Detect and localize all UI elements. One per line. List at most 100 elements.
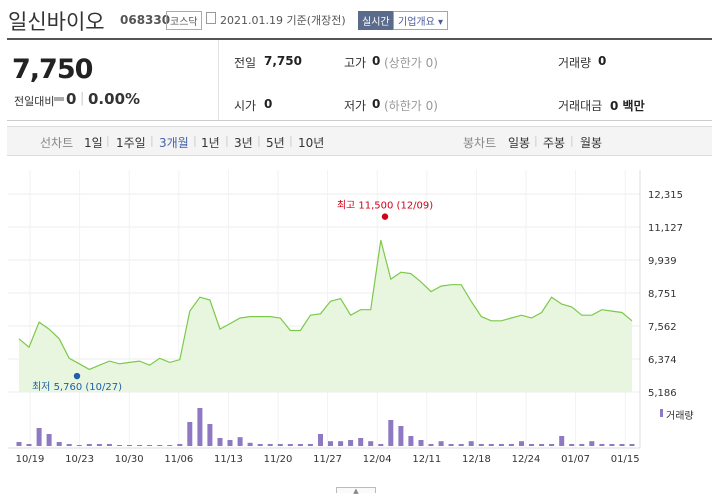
volume-bar [458,444,464,446]
x-tick-label: 11/06 [164,454,193,465]
volume-bar [267,444,273,446]
x-tick-label: 12/18 [462,454,491,465]
flat-change-icon [54,97,64,101]
x-tick-label: 12/04 [363,454,392,465]
price-line [18,240,633,371]
candle-chart-label: 봉차트 [463,136,497,150]
current-price: 7,750 [12,54,93,85]
volume-bar [629,444,635,446]
volume-bar [378,444,384,446]
volume-bar [187,422,193,446]
volume-bar [368,441,374,446]
corp-info-dropdown[interactable]: 기업개요 ▾ [393,11,448,30]
tab-10y[interactable]: 10년 [298,136,325,150]
x-tick-label: 12/24 [512,454,541,465]
high-label: 고가 [344,56,367,70]
volume-bar [227,440,233,446]
volume-bar [167,445,173,446]
volume-bar [66,444,72,446]
volume-bar [127,445,132,446]
tab-5y[interactable]: 5년 [266,136,285,150]
volume-value: 0 [598,54,607,68]
volume-bar [106,444,112,446]
x-tick-label: 11/13 [214,454,243,465]
prev-close-label: 전일 [234,56,257,70]
chart-resize-handle[interactable]: ▲ [336,487,376,495]
volume-bar [117,445,122,446]
volume-bar [609,444,615,446]
y-tick-label: 12,315 [648,190,683,201]
volume-bar [137,445,143,446]
tab-1y[interactable]: 1년 [201,136,220,150]
trade-amount-label: 거래대금 [558,99,603,113]
x-tick-label: 10/19 [16,454,45,465]
y-tick-label: 11,127 [648,223,683,234]
volume-bar [277,444,283,446]
volume-bar [488,444,494,446]
volume-bar [237,437,243,446]
volume-bar [539,444,545,446]
price-area [19,240,632,392]
volume-label: 거래량 [558,56,592,70]
lower-limit-note: (하한가 0) [384,99,438,113]
x-tick-label: 12/11 [412,454,441,465]
change-label: 전일대비 [14,95,55,108]
volume-bar [569,444,575,446]
volume-bar [398,426,404,446]
volume-bar [438,441,444,446]
volume-legend-swatch [660,409,663,417]
volume-bar [56,442,62,446]
volume-bar [207,424,213,446]
tab-weekly-candle[interactable]: 주봉 [543,136,566,150]
volume-bar [408,436,414,446]
y-tick-label: 9,939 [648,256,677,267]
volume-bar [197,408,203,446]
volume-bar [448,444,454,446]
volume-bar [297,444,303,446]
high-annotation: 최고 11,500 (12/09) [337,200,433,212]
volume-bar [36,428,42,446]
high-value: 0 [372,54,381,68]
volume-bar [76,445,82,446]
volume-bar [46,434,52,446]
tab-daily-candle[interactable]: 일봉 [508,136,531,150]
volume-bar [177,444,183,446]
volume-bar [86,444,92,446]
volume-bar [358,438,364,446]
x-tick-label: 01/15 [611,454,640,465]
low-value: 0 [372,97,381,111]
volume-bar [328,441,333,446]
volume-legend: 거래량 [666,411,694,422]
volume-bar [589,441,595,446]
volume-bar [257,444,263,446]
low-annotation: 최저 5,760 (10/27) [32,381,122,393]
volume-bar [348,440,354,446]
open-value: 0 [264,97,273,111]
tab-1d[interactable]: 1일 [84,136,103,150]
tab-3m[interactable]: 3개월 [159,136,189,150]
tab-monthly-candle[interactable]: 월봉 [580,136,603,150]
volume-bar [388,420,394,446]
volume-bar [147,445,153,446]
tab-1w[interactable]: 1주일 [116,136,146,150]
volume-bar [16,442,22,446]
x-tick-label: 11/20 [264,454,293,465]
volume-bar [418,440,424,446]
realtime-button[interactable]: 실시간 [358,11,394,30]
volume-bar [579,444,585,446]
calendar-icon [206,12,216,24]
volume-bar [498,444,504,446]
price-chart: 12,315 11,127 9,939 8,751 7,562 6,374 5,186 10… [8,170,683,465]
volume-bar [26,444,32,446]
volume-bar [519,441,524,446]
y-tick-label: 5,186 [648,388,677,399]
volume-bar [619,444,625,446]
period-tab-bar [7,126,712,156]
tab-3y[interactable]: 3년 [234,136,253,150]
y-tick-label: 6,374 [648,355,677,366]
low-marker [73,372,81,380]
high-marker [381,213,389,220]
volume-bar [307,444,313,446]
volume-bar [468,441,474,446]
line-chart-label: 선차트 [40,136,74,150]
